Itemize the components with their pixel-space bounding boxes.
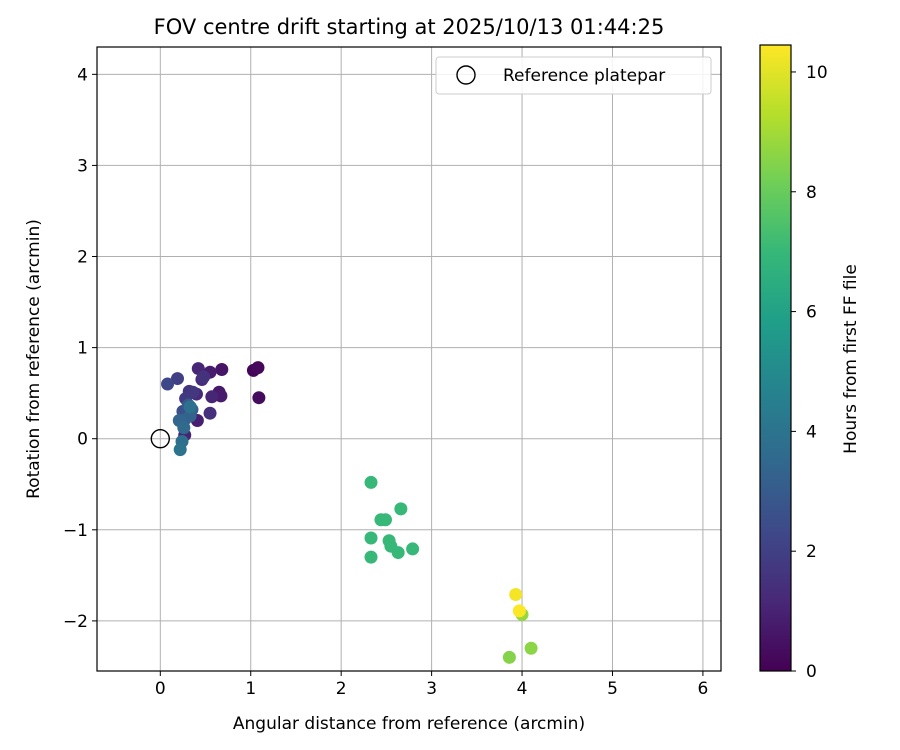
data-points xyxy=(161,361,538,664)
y-tick-label: 2 xyxy=(77,248,88,268)
x-tick-label: 3 xyxy=(426,679,437,699)
y-tick-label: 0 xyxy=(77,430,88,450)
colorbar-tick-label: 0 xyxy=(806,662,817,682)
data-point xyxy=(524,641,538,655)
legend-marker-icon xyxy=(456,65,476,85)
data-point xyxy=(161,377,175,391)
colorbar-label: Hours from first FF file xyxy=(841,264,861,454)
x-axis-label: Angular distance from reference (arcmin) xyxy=(233,714,585,734)
data-point xyxy=(170,372,184,386)
data-point xyxy=(203,406,217,420)
data-point xyxy=(509,587,523,601)
chart-title: FOV centre drift starting at 2025/10/13 … xyxy=(154,15,665,39)
data-point xyxy=(512,604,526,618)
data-point xyxy=(391,546,405,560)
data-point xyxy=(183,400,197,414)
legend: Reference platepar xyxy=(435,56,712,95)
data-point xyxy=(183,409,197,423)
x-tick-label: 2 xyxy=(336,679,347,699)
y-tick-label: −2 xyxy=(63,612,88,632)
data-point xyxy=(177,421,191,435)
data-point xyxy=(252,391,266,405)
data-point xyxy=(364,475,378,489)
colorbar-tick-label: 2 xyxy=(806,542,817,562)
data-point xyxy=(197,370,211,384)
y-tick-label: 3 xyxy=(77,156,88,176)
y-tick-label: 4 xyxy=(77,65,88,85)
plot-frame xyxy=(96,46,722,672)
colorbar-ticks: 0 2 4 6 8 10 xyxy=(791,63,828,682)
colorbar-tick-label: 10 xyxy=(806,63,828,83)
data-point xyxy=(364,550,378,564)
x-tick-label: 1 xyxy=(245,679,256,699)
data-point xyxy=(251,361,265,375)
colorbar-tick-label: 4 xyxy=(806,422,817,442)
x-tick-label: 0 xyxy=(155,679,166,699)
data-point xyxy=(364,531,378,545)
legend-entry-reference: Reference platepar xyxy=(503,66,665,86)
data-point xyxy=(378,513,392,527)
data-point xyxy=(406,542,420,556)
data-point xyxy=(502,650,516,664)
data-point xyxy=(215,362,229,376)
colorbar-tick-label: 6 xyxy=(806,303,817,323)
data-point xyxy=(205,390,219,404)
x-tick-label: 4 xyxy=(517,679,528,699)
reference-platepar-marker xyxy=(150,429,171,449)
data-point xyxy=(173,443,187,457)
x-tick-label: 6 xyxy=(697,679,708,699)
data-point xyxy=(394,502,408,516)
y-axis-label: Rotation from reference (arcmin) xyxy=(24,219,44,499)
legend-box xyxy=(435,56,712,95)
colorbar-tick-label: 8 xyxy=(806,183,817,203)
colorbar-gradient xyxy=(759,44,792,672)
grid-lines xyxy=(97,47,721,671)
y-tick-label: 1 xyxy=(77,339,88,359)
colorbar: 0 2 4 6 8 10 Hours from first FF file xyxy=(759,44,861,682)
axis-ticks: 0 1 2 3 4 5 6 −2 −1 0 1 2 3 4 xyxy=(63,65,708,699)
x-tick-label: 5 xyxy=(607,679,618,699)
y-tick-label: −1 xyxy=(63,521,88,541)
